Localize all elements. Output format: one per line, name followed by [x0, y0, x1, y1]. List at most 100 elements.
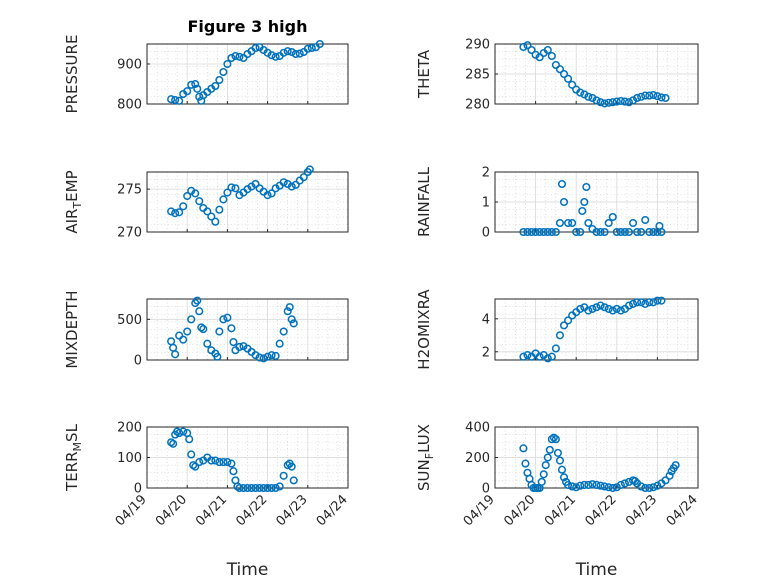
data-point — [564, 480, 573, 490]
data-point — [624, 227, 634, 237]
data-point — [179, 427, 188, 436]
data-point — [215, 205, 224, 214]
data-point — [620, 479, 629, 488]
data-point — [191, 79, 200, 89]
data-point — [227, 53, 236, 63]
data-point — [568, 80, 577, 89]
data-point — [653, 92, 662, 101]
data-point — [633, 298, 642, 307]
data-point — [207, 456, 216, 465]
y-tick-label: 800 — [117, 98, 142, 113]
data-point — [596, 481, 605, 490]
data-point — [219, 315, 228, 324]
y-axis-label: PRESSURE — [63, 35, 81, 114]
data-point — [175, 331, 184, 340]
subplot-top-left: 800 900 PRESSURE Figure 3 high — [63, 17, 349, 114]
data-point — [596, 227, 605, 237]
data-point — [559, 69, 569, 79]
x-tick-label: 04/24 — [664, 492, 701, 529]
x-tick-label: 04/24 — [314, 492, 351, 529]
data-point — [199, 325, 208, 334]
y-axis-label: TERRMSL — [63, 423, 84, 492]
data-point — [637, 482, 646, 491]
data-point — [275, 339, 284, 348]
data-point — [600, 99, 609, 108]
plot-area — [146, 43, 349, 105]
data-point — [187, 450, 196, 459]
data-point — [568, 482, 577, 491]
x-tick-label: 04/23 — [274, 492, 311, 529]
data-point — [637, 298, 646, 307]
data-point — [572, 483, 581, 492]
x-tick-label: 04/22 — [233, 492, 270, 529]
data-point — [195, 197, 204, 206]
y-tick-label: 280 — [465, 98, 490, 113]
data-point — [235, 342, 244, 352]
subplot-row3-right: 2 4 H2OMIXRA — [415, 289, 699, 370]
data-point — [531, 227, 540, 237]
data-point — [235, 52, 244, 61]
data-point — [519, 352, 528, 361]
data-point — [657, 296, 666, 305]
data-point — [193, 84, 202, 93]
data-point — [641, 215, 650, 225]
data-point — [175, 96, 184, 105]
data-point — [255, 353, 264, 362]
data-point — [653, 296, 662, 305]
data-point — [653, 481, 662, 490]
y-axis-label: THETA — [415, 49, 433, 99]
y-axis-label: AIRTEMP — [63, 170, 84, 233]
data-point — [527, 45, 536, 55]
data-point — [279, 178, 288, 187]
data-point — [307, 43, 316, 53]
data-point — [657, 93, 666, 102]
data-point — [239, 53, 248, 63]
data-point — [547, 352, 556, 361]
data-point — [649, 90, 658, 100]
data-point — [645, 91, 654, 100]
data-point — [271, 52, 280, 61]
data-point — [279, 471, 288, 480]
data-point — [555, 218, 565, 228]
x-tick-label: 04/21 — [193, 492, 230, 529]
data-point — [580, 90, 589, 99]
data-point — [559, 197, 569, 207]
data-point — [578, 206, 587, 216]
data-point — [584, 480, 593, 490]
data-point — [596, 301, 605, 310]
data-point — [616, 96, 625, 106]
data-point — [279, 327, 288, 336]
data-point — [541, 461, 550, 470]
data-point — [628, 96, 638, 105]
data-point — [665, 471, 674, 480]
x-tick-label: 04/23 — [623, 492, 660, 529]
data-point — [555, 331, 565, 340]
data-point — [187, 315, 196, 324]
data-point — [637, 227, 646, 237]
data-point — [263, 352, 272, 361]
x-tick-label: 04/19 — [461, 492, 498, 529]
data-point — [239, 483, 248, 493]
data-point — [555, 65, 565, 74]
data-point — [628, 218, 638, 228]
data-point — [649, 298, 658, 307]
data-point — [620, 97, 629, 106]
data-point — [229, 467, 238, 476]
data-point — [592, 227, 601, 237]
data-point — [267, 189, 276, 198]
data-point — [191, 462, 200, 471]
data-point — [259, 354, 268, 363]
data-point — [616, 306, 625, 315]
data-point — [251, 351, 260, 360]
data-point — [535, 227, 544, 237]
data-point — [624, 301, 634, 310]
data-point — [203, 339, 212, 348]
data-point — [608, 483, 617, 493]
x-tick-label: 04/20 — [501, 492, 538, 529]
y-axis-label: SUNFLUX — [415, 424, 436, 491]
data-point — [604, 218, 613, 228]
data-point — [239, 342, 248, 351]
data-point — [551, 435, 560, 444]
data-point — [527, 227, 536, 237]
axes-border — [494, 171, 699, 233]
